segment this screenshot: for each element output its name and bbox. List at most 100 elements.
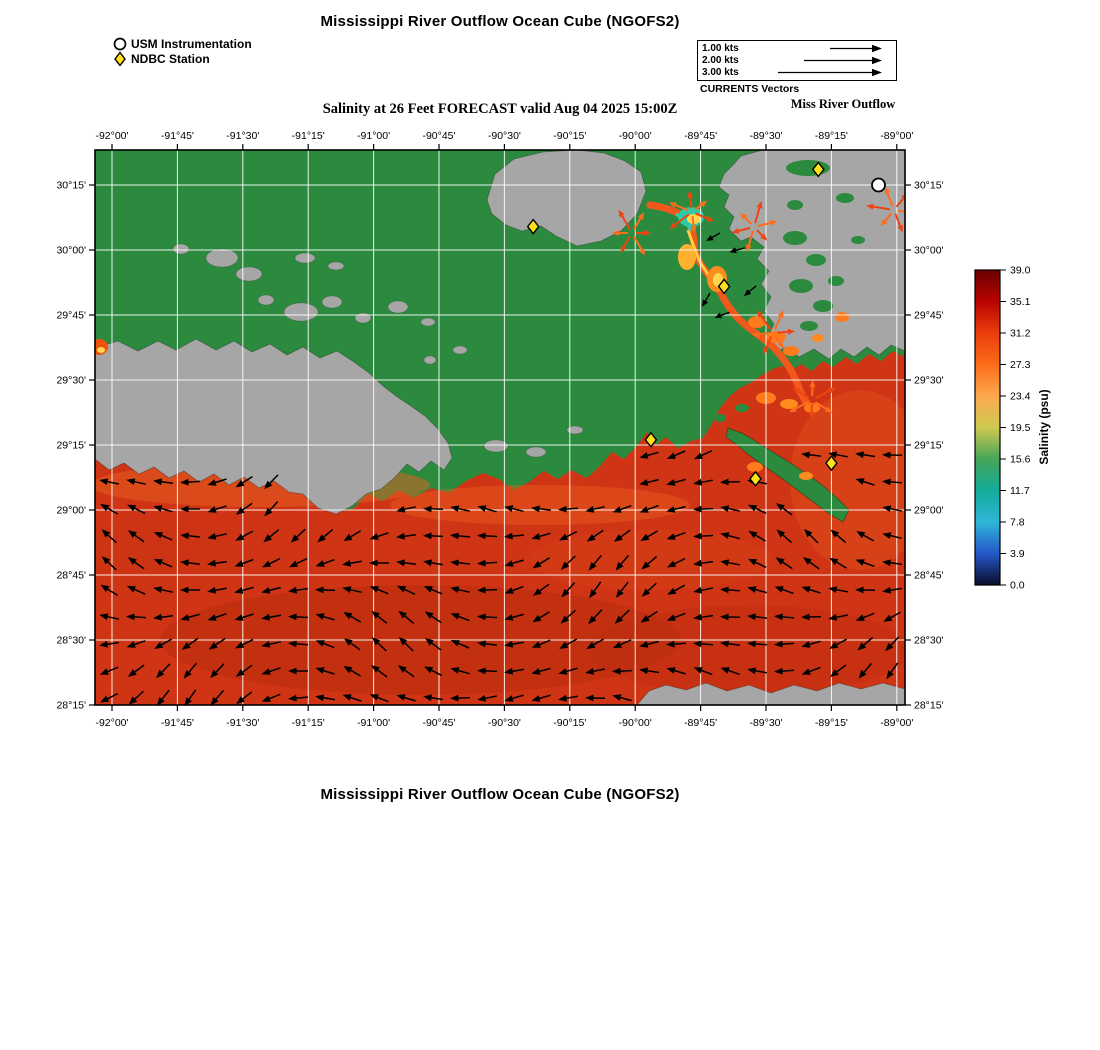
lon-tick-label: -90°30' (488, 717, 521, 729)
current-vector-head (702, 299, 709, 307)
current-vector-head (261, 613, 271, 621)
gray-corner-southeast (636, 682, 905, 705)
lat-tick-label: 29°15' (56, 440, 86, 452)
current-vector-head (207, 586, 217, 594)
current-vector (323, 558, 335, 565)
current-vector-head (829, 557, 839, 566)
current-vector-head (775, 503, 785, 511)
current-vector (296, 528, 306, 538)
current-vector-head (585, 668, 595, 675)
current-vector (404, 642, 414, 652)
current-vector-head (882, 451, 891, 459)
outflow-vector-head (687, 190, 694, 198)
current-vector-head (264, 507, 273, 517)
current-vector (512, 559, 524, 565)
current-vector (566, 667, 578, 673)
current-vector-head (855, 614, 865, 621)
lat-tick-label: 28°45' (914, 570, 944, 582)
current-vector-head (396, 559, 405, 567)
current-vector-head (615, 561, 624, 571)
current-vector (323, 529, 334, 538)
current-vector (269, 557, 281, 565)
current-vector-head (693, 532, 702, 540)
current-vector (161, 481, 173, 485)
current-vector-head (586, 641, 596, 649)
salinity-patch (748, 316, 766, 328)
current-vector-head (101, 529, 111, 538)
current-vector-head (830, 529, 840, 538)
current-vector-head (882, 586, 892, 594)
current-vector (836, 561, 847, 569)
current-vector-head (99, 478, 109, 485)
region-label: Miss River Outflow (790, 97, 896, 111)
current-vector (296, 616, 309, 619)
current-vector (350, 530, 361, 538)
current-vector-head (99, 640, 108, 648)
current-vector-head (559, 641, 569, 649)
current-vector-head (829, 641, 839, 649)
current-vector (458, 535, 471, 538)
current-vector (269, 641, 281, 646)
current-vector (566, 507, 579, 510)
current-vector-head (235, 533, 245, 541)
current-vector-head (423, 694, 432, 702)
outflow-vector-head (612, 230, 619, 236)
ndbc-station-marker (825, 455, 838, 472)
current-vector (485, 643, 497, 646)
lat-tick-label: 28°30' (914, 635, 944, 647)
ndbc-legend-label: NDBC Station (131, 51, 210, 66)
current-vector (215, 612, 227, 619)
gray-patch (205, 248, 239, 268)
current-vector (782, 507, 793, 516)
current-vector-head (828, 614, 838, 621)
current-vector (269, 586, 281, 592)
current-vector-head (801, 586, 811, 593)
gray-patch (420, 317, 436, 327)
currents-scale-arrow (778, 68, 882, 77)
current-vector-head (315, 640, 325, 647)
current-vector (674, 612, 686, 619)
current-vector-head (207, 559, 216, 567)
current-vector (566, 555, 576, 565)
current-vector-head (612, 506, 622, 513)
outflow-vector-cluster (612, 209, 651, 256)
current-vector (485, 561, 498, 564)
outflow-vector-head (824, 406, 833, 413)
current-vector (431, 535, 444, 538)
current-vector-head (641, 588, 651, 597)
lat-tick-label: 29°45' (56, 310, 86, 322)
lon-tick-label: -89°15' (815, 130, 848, 142)
current-vector (134, 507, 146, 515)
current-vector-head (558, 694, 568, 702)
current-vector (404, 615, 415, 624)
lon-tick-label: -91°00' (357, 130, 390, 142)
current-vector-head (477, 695, 487, 702)
current-vector (377, 696, 389, 703)
outflow-vector (694, 204, 703, 211)
lon-tick-label: -90°15' (553, 130, 586, 142)
colorbar-gradient (974, 269, 1001, 586)
outflow-vector-head (901, 194, 905, 200)
lon-tick-label: -91°30' (226, 717, 259, 729)
current-vector-head (180, 614, 190, 621)
current-vector-head (720, 667, 730, 674)
current-vector-head (585, 694, 594, 702)
current-vector (674, 642, 687, 645)
current-vector (161, 507, 173, 513)
current-vector-head (504, 640, 514, 648)
current-vector-head (263, 534, 272, 543)
scale-arrow-head (872, 44, 882, 53)
current-vector-head (207, 479, 217, 486)
current-vector-head (423, 586, 433, 593)
current-vector (593, 609, 603, 619)
current-vector (782, 642, 795, 645)
current-vector-head (706, 234, 714, 241)
gray-patch (452, 345, 468, 355)
current-vector (674, 505, 686, 511)
outflow-vector-head (644, 230, 651, 236)
current-vector-head (830, 669, 839, 677)
current-vector (539, 583, 550, 592)
current-vector-head (828, 586, 838, 593)
outflow-vector (623, 236, 631, 248)
current-vector (674, 557, 686, 565)
